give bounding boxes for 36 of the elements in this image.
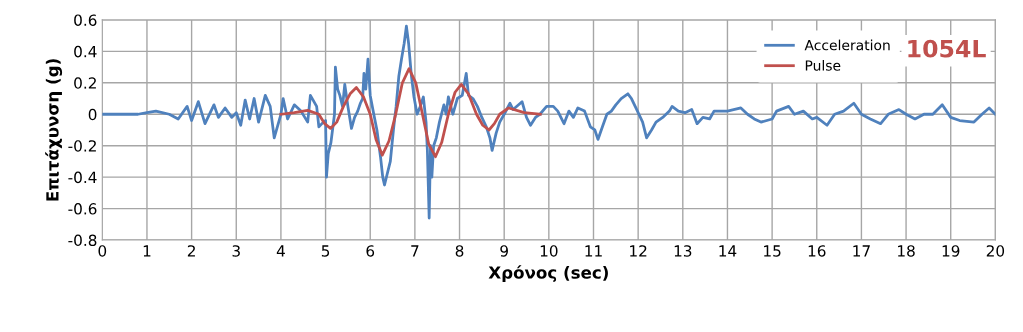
x-tick-label: 10: [540, 245, 558, 257]
x-tick-label: 13: [674, 245, 692, 257]
y-axis-title: Επιτάχυνση (g): [45, 59, 63, 201]
x-tick-label: 2: [187, 245, 195, 257]
x-tick-label: 16: [808, 245, 826, 257]
line-series: [279, 67, 542, 159]
y-tick-label: -0.6: [68, 203, 97, 215]
x-tick-label: 0: [98, 245, 107, 257]
x-tick-label: 15: [764, 245, 781, 257]
x-tick-label: 1: [143, 245, 151, 257]
x-tick-label: 6: [366, 245, 375, 257]
x-tick-label: 9: [500, 245, 508, 257]
line-series: [102, 24, 996, 220]
y-tick-label: -0.8: [68, 234, 97, 247]
x-axis-title: Χρόνος (sec): [488, 265, 608, 283]
annotation: 1054L: [908, 39, 986, 58]
x-tick-label: 3: [232, 245, 240, 257]
x-tick-label: 14: [719, 245, 737, 257]
y-tick-label: 0.2: [74, 77, 96, 89]
x-tick-label: 11: [585, 245, 602, 257]
x-tick-label: 20: [986, 245, 1005, 257]
y-tick-label: 0.6: [74, 14, 97, 26]
x-tick-label: 18: [898, 245, 915, 257]
y-tick-label: 0.4: [74, 45, 97, 58]
x-tick-label: 19: [942, 245, 960, 257]
legend-label: Acceleration: [804, 39, 890, 51]
y-tick-label: -0.2: [68, 140, 96, 152]
legend-label: Pulse: [805, 59, 841, 71]
x-tick-label: 5: [321, 245, 330, 257]
y-tick-label: 0: [88, 108, 97, 121]
x-tick-label: 12: [630, 245, 647, 257]
x-tick-label: 17: [853, 245, 870, 257]
x-tick-label: 4: [276, 245, 285, 257]
x-tick-label: 8: [455, 245, 464, 257]
y-tick-label: -0.4: [68, 171, 97, 184]
x-tick-label: 7: [411, 245, 419, 257]
